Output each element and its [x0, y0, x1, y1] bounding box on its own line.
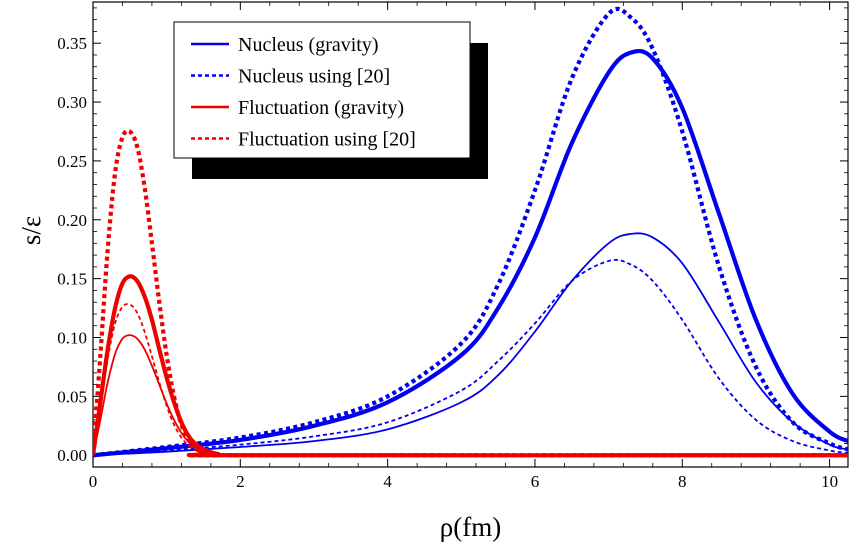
- y-tick-label: 0.10: [57, 329, 87, 348]
- x-tick-label: 4: [383, 472, 392, 491]
- y-tick-label: 0.20: [57, 211, 87, 230]
- series-line-nucleus-using-20-dotted-thin: [93, 259, 848, 457]
- x-tick-label: 10: [821, 472, 838, 491]
- x-tick-label: 6: [531, 472, 540, 491]
- legend-label: Nucleus (gravity): [238, 34, 379, 56]
- series-group: [93, 6, 848, 458]
- y-tick-label: 0.05: [57, 387, 87, 406]
- legend-label: Fluctuation using [20]: [238, 129, 416, 151]
- legend: Nucleus (gravity) Nucleus using [20] Fluct…: [173, 21, 488, 179]
- y-tick-label: 0.15: [57, 270, 87, 289]
- series-line-fluctuation-gravity-solid-thin: [93, 334, 848, 457]
- x-tick-label: 2: [236, 472, 245, 491]
- x-tick-label: 8: [678, 472, 687, 491]
- legend-label: Fluctuation (gravity): [238, 97, 404, 119]
- axis-ticks: 0 2 4 6 8 10 0.00 0.05 0.10 0.15 0.20 0.25 0.30 0.35: [57, 2, 848, 491]
- y-tick-label: 0.25: [57, 152, 87, 171]
- y-tick-label: 0.00: [57, 446, 87, 465]
- x-tick-label: 0: [89, 472, 98, 491]
- series-line-fluctuation-using-20-dotted-thin: [93, 303, 848, 457]
- y-axis-title: s/ε: [16, 216, 46, 245]
- plot-frame: [92, 1, 849, 468]
- plot-border: [92, 1, 849, 468]
- x-axis-title: ρ(fm): [440, 512, 501, 542]
- y-tick-label: 0.30: [57, 93, 87, 112]
- legend-label: Nucleus using [20]: [238, 66, 390, 88]
- series-line-nucleus-gravity-solid-thin: [93, 232, 848, 457]
- series-line-nucleus-gravity-solid: [93, 48, 848, 458]
- y-tick-label: 0.35: [57, 34, 87, 53]
